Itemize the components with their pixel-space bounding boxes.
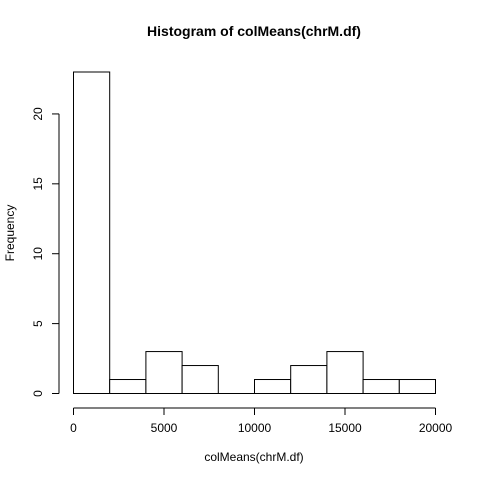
x-tick-label: 5000 — [151, 421, 178, 435]
histogram-bar — [362, 379, 400, 394]
y-tick-label: 5 — [31, 320, 45, 327]
histogram-bar — [145, 351, 183, 394]
y-tick-label: 0 — [31, 390, 45, 397]
histogram-bars — [73, 71, 436, 395]
y-tick-label: 15 — [31, 177, 45, 191]
y-axis-label: Frequency — [3, 205, 17, 262]
histogram-bar — [181, 365, 219, 395]
y-axis: 0 5 10 15 20 — [31, 107, 60, 397]
x-tick-label: 20000 — [419, 421, 453, 435]
histogram-bar — [398, 379, 436, 394]
x-tick-label: 15000 — [328, 421, 362, 435]
y-tick-label: 10 — [31, 247, 45, 261]
histogram-bar — [254, 379, 292, 394]
histogram-bar — [109, 379, 147, 394]
x-tick-label: 0 — [70, 421, 77, 435]
y-tick-label: 20 — [31, 107, 45, 121]
histogram-bar — [73, 71, 111, 394]
histogram-bar — [326, 351, 364, 394]
chart-title: Histogram of colMeans(chrM.df) — [147, 23, 361, 39]
histogram-bar — [290, 365, 328, 395]
x-axis: 0 5000 10000 15000 20000 — [70, 407, 453, 435]
x-tick-label: 10000 — [238, 421, 272, 435]
x-axis-label: colMeans(chrM.df) — [204, 450, 303, 464]
